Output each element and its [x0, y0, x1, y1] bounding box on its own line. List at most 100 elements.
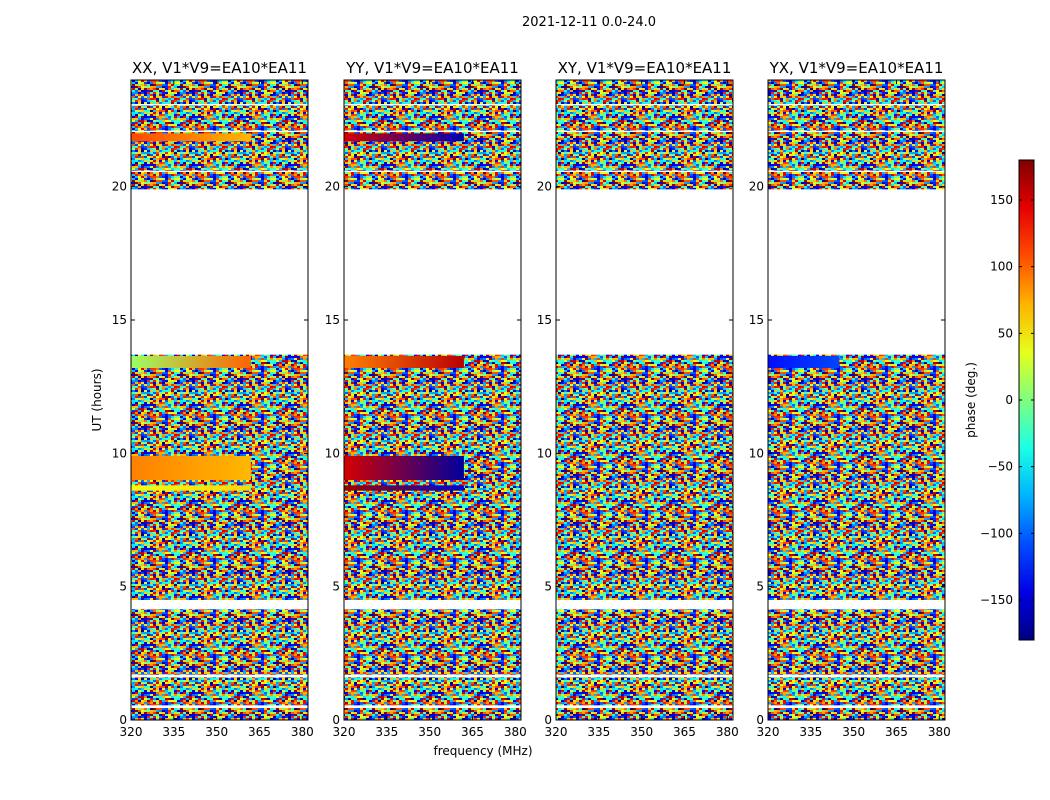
flagged-gap: [768, 600, 945, 610]
x-tick-label: 350: [842, 725, 865, 739]
flagged-gap: [768, 705, 945, 708]
x-tick-label: 380: [504, 725, 527, 739]
x-tick-label: 320: [333, 725, 356, 739]
coherent-phase-band: [344, 485, 464, 491]
flagged-gap: [131, 104, 308, 106]
panel-title: YX, V1*V9=EA10*EA11: [769, 59, 944, 77]
x-axis-label: frequency (MHz): [433, 744, 532, 758]
panel-title: XY, V1*V9=EA10*EA11: [558, 59, 732, 77]
colorbar-label: phase (deg.): [964, 362, 978, 438]
flagged-gap: [768, 189, 945, 355]
plot-frame: [555, 79, 734, 721]
y-tick-label: 0: [332, 713, 340, 727]
flagged-gap: [344, 170, 521, 172]
x-tick-label: 380: [291, 725, 314, 739]
y-tick-label: 15: [325, 313, 340, 327]
y-tick-label: 15: [537, 313, 552, 327]
y-tick-label: 10: [537, 446, 552, 460]
flagged-gap: [768, 170, 945, 172]
flagged-gap: [131, 705, 308, 708]
panel-title: XX, V1*V9=EA10*EA11: [132, 59, 307, 77]
y-tick-label: 15: [112, 313, 127, 327]
x-tick-label: 335: [162, 725, 185, 739]
flagged-gap: [556, 170, 733, 172]
panel-title: YY, V1*V9=EA10*EA11: [345, 59, 519, 77]
random-phase-noise: [344, 80, 521, 720]
x-tick-label: 365: [248, 725, 271, 739]
flagged-gap: [344, 189, 521, 355]
flagged-gap: [768, 674, 945, 678]
flagged-gap: [768, 130, 945, 132]
panel-3: XY, V1*V9=EA10*EA11 320 335 350 365 380 0 5 10 15…: [537, 59, 739, 739]
y-tick-label: 0: [756, 713, 764, 727]
y-tick-label: 20: [749, 180, 764, 194]
y-tick-label: 5: [119, 580, 127, 594]
colorbar: 150 100 50 0 −50 −100 −150 phase (deg.): [964, 159, 1035, 641]
random-phase-noise: [131, 80, 308, 720]
flagged-gap: [131, 600, 308, 610]
panel-4: YX, V1*V9=EA10*EA11 320 335 350 365 380 0 5 10 15…: [749, 59, 951, 739]
phase-image: [768, 80, 945, 720]
y-tick-label: 20: [112, 180, 127, 194]
random-phase-noise: [768, 80, 945, 720]
x-tick-label: 320: [545, 725, 568, 739]
flagged-gap: [131, 130, 308, 132]
flagged-gap: [344, 705, 521, 708]
colorbar-tick-label: 50: [998, 326, 1013, 340]
y-tick-label: 20: [537, 180, 552, 194]
colorbar-tick-label: 150: [990, 193, 1013, 207]
flagged-gap: [556, 674, 733, 678]
coherent-phase-band: [131, 485, 251, 491]
x-tick-label: 320: [120, 725, 143, 739]
flagged-gap: [131, 170, 308, 172]
x-tick-label: 380: [928, 725, 951, 739]
flagged-gap: [556, 600, 733, 610]
x-tick-label: 335: [375, 725, 398, 739]
colorbar-tick-label: 0: [1005, 393, 1013, 407]
x-tick-label: 320: [757, 725, 780, 739]
colorbar-tick-label: −50: [988, 460, 1013, 474]
y-tick-label: 5: [544, 580, 552, 594]
flagged-gap: [344, 674, 521, 678]
coherent-phase-band: [131, 356, 251, 368]
x-tick-label: 335: [799, 725, 822, 739]
colorbar-tick-label: −150: [980, 593, 1013, 607]
y-tick-label: 5: [332, 580, 340, 594]
x-tick-label: 380: [716, 725, 739, 739]
flagged-gap: [556, 705, 733, 708]
coherent-phase-band: [768, 356, 840, 368]
coherent-phase-band: [131, 133, 251, 142]
plot-frame: [130, 79, 309, 721]
y-axis-label: UT (hours): [90, 368, 104, 431]
panel-1: XX, V1*V9=EA10*EA11 320 335 350 365 380 0 5 10 15…: [112, 59, 314, 739]
plot-frame: [767, 79, 946, 721]
x-tick-label: 365: [461, 725, 484, 739]
x-tick-label: 350: [630, 725, 653, 739]
x-tick-label: 365: [673, 725, 696, 739]
y-tick-label: 5: [756, 580, 764, 594]
phase-image: [344, 80, 521, 720]
x-tick-label: 350: [205, 725, 228, 739]
panels: XX, V1*V9=EA10*EA11 320 335 350 365 380 0 5 10 15…: [112, 59, 951, 739]
random-phase-noise: [556, 80, 733, 720]
y-tick-label: 0: [544, 713, 552, 727]
y-tick-label: 10: [325, 446, 340, 460]
flagged-gap: [131, 189, 308, 355]
flagged-gap: [556, 189, 733, 355]
colorbar-tick-label: −100: [980, 526, 1013, 540]
flagged-gap: [344, 600, 521, 610]
flagged-gap: [556, 130, 733, 132]
panel-2: YY, V1*V9=EA10*EA11 320 335 350 365 380 0 5 10 15…: [325, 59, 527, 739]
phase-image: [556, 80, 733, 720]
y-tick-label: 20: [325, 180, 340, 194]
y-tick-label: 10: [749, 446, 764, 460]
coherent-phase-band: [344, 456, 464, 480]
flagged-gap: [131, 674, 308, 678]
flagged-gap: [344, 130, 521, 132]
figure-title: 2021-12-11 0.0-24.0: [522, 15, 656, 30]
x-tick-label: 350: [418, 725, 441, 739]
colorbar-tick-label: 100: [990, 260, 1013, 274]
x-tick-label: 335: [587, 725, 610, 739]
x-tick-label: 365: [885, 725, 908, 739]
